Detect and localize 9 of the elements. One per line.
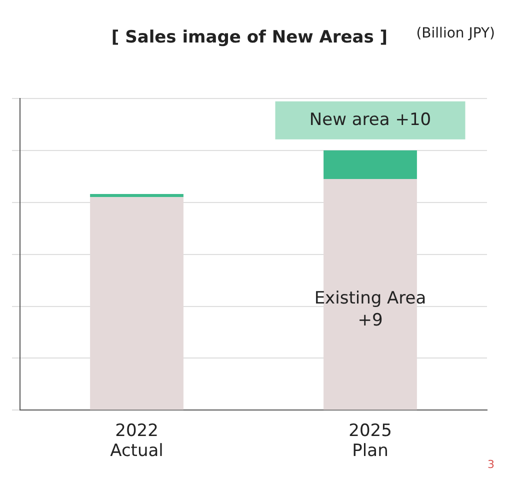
- bar: [324, 150, 417, 179]
- text: (Billion JPY): [416, 26, 495, 42]
- chart-title: [ Sales image of New Areas ]: [111, 28, 388, 48]
- text: New area +10: [309, 110, 432, 130]
- bar: [90, 194, 184, 198]
- annotation: Existing Area +9: [314, 288, 426, 331]
- text: 3: [488, 458, 494, 471]
- x-tick-label: 2022 Actual: [110, 420, 164, 462]
- x-tick-label: 2025 Plan: [348, 420, 392, 462]
